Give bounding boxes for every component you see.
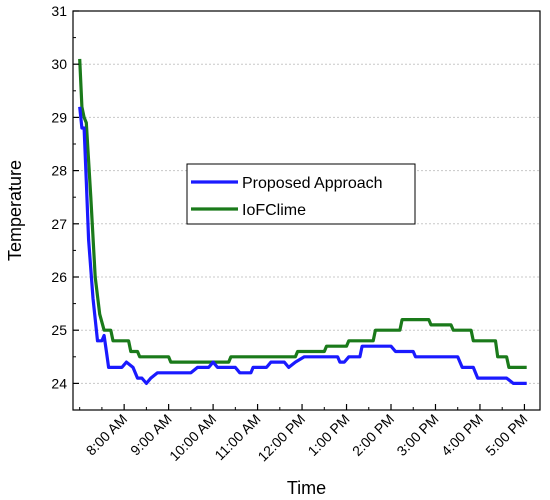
y-tick-label: 29 — [51, 109, 67, 125]
y-tick-label: 25 — [51, 322, 67, 338]
legend-label: IoFClime — [242, 202, 306, 219]
legend-label: Proposed Approach — [242, 175, 383, 192]
x-tick-label: 10:00 AM — [166, 411, 219, 464]
y-axis-title: Temperature — [5, 160, 25, 261]
x-tick-label: 3:00 PM — [393, 411, 441, 459]
y-tick-label: 27 — [51, 216, 67, 232]
series-layer — [78, 58, 527, 385]
y-tick-label: 26 — [51, 269, 67, 285]
y-tick-label: 30 — [51, 56, 67, 72]
series-line — [78, 106, 527, 385]
x-tick-label: 8:00 AM — [83, 411, 131, 459]
y-tick-label: 31 — [51, 3, 67, 19]
series-line — [78, 58, 527, 369]
legend: Proposed Approach IoFClime — [186, 163, 416, 225]
x-tick-label: 1:00 PM — [304, 411, 352, 459]
x-tick-label: 12:00 PM — [254, 411, 308, 465]
x-tick-label: 4:00 PM — [438, 411, 486, 459]
legend-box — [186, 163, 416, 225]
plot-frame — [72, 10, 541, 411]
y-axis: 24 25 26 27 28 29 30 31 — [51, 3, 79, 391]
x-tick-label: 5:00 PM — [482, 411, 530, 459]
y-tick-label: 24 — [51, 375, 67, 391]
x-tick-label: 2:00 PM — [349, 411, 397, 459]
x-axis-title: Time — [287, 478, 326, 498]
y-tick-label: 28 — [51, 163, 67, 179]
